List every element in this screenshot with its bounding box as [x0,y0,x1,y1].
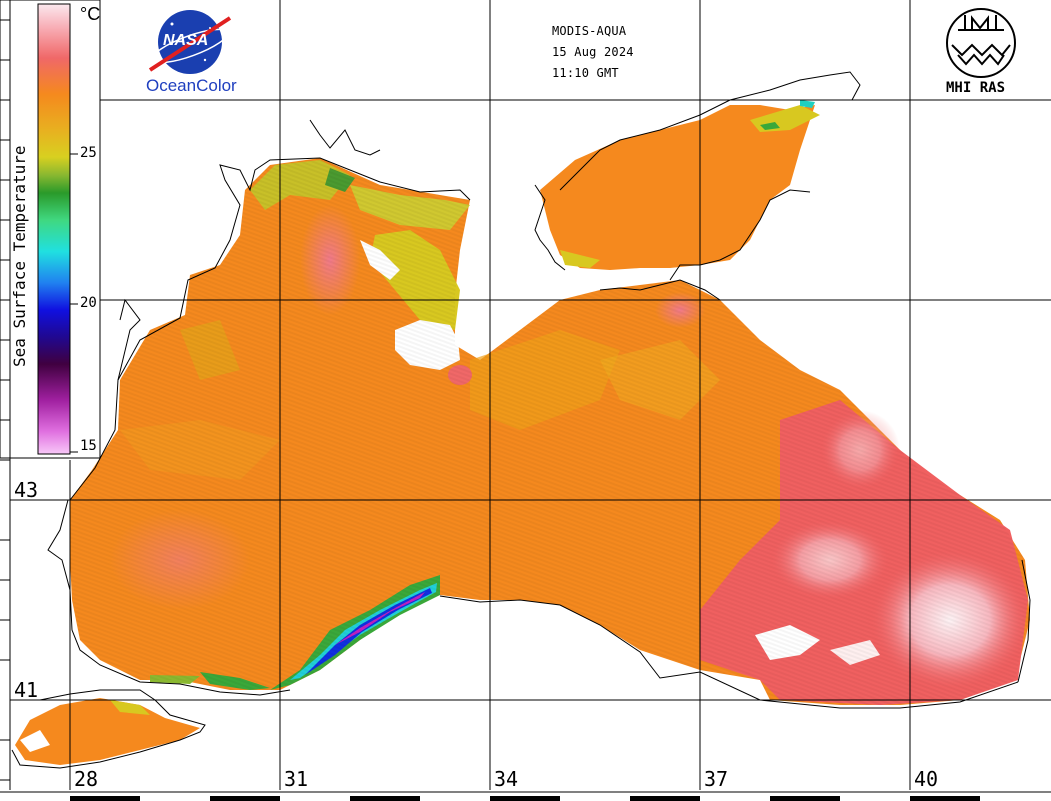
latitude-label: 41 [14,678,39,702]
colorbar-unit: °C [80,4,101,24]
colorbar-tick: 20 [80,295,97,311]
mhi-ras-label: MHI RAS [946,80,1006,96]
nasa-logo-text: NASA [163,32,209,49]
longitude-label: 31 [284,767,309,791]
colorbar-title: Sea Surface Temperature [10,145,29,367]
sea-of-marmara-water [15,698,200,765]
sensor-label: MODIS-AQUA [552,24,627,38]
longitude-label: 34 [494,767,519,791]
sea-of-azov-water [540,105,815,270]
left-tick-scale [0,0,11,790]
colorbar-tick: 25 [80,145,97,161]
longitude-label: 28 [74,767,99,791]
time-label: 11:10 GMT [552,66,619,80]
grid [10,0,1051,790]
longitude-label: 37 [704,767,729,791]
nasa-logo [148,10,232,74]
coastline [47,71,1031,709]
mhi-ras-logo [946,8,1016,78]
oceancolor-label: OceanColor [146,76,237,95]
date-label: 15 Aug 2024 [552,45,634,59]
latitude-label: 43 [14,478,39,502]
longitude-label: 40 [914,767,939,791]
colorbar-tick: 15 [80,438,97,454]
bottom-scale [0,791,1051,801]
colorbar [38,4,70,454]
